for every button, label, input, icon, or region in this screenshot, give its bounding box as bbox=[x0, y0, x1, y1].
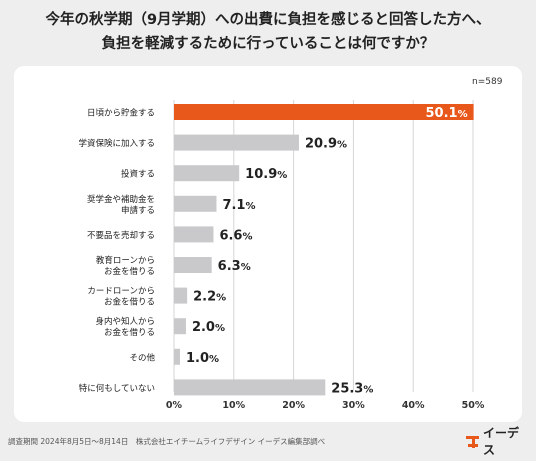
title-line-1: 今年の秋学期（9月学期）への出費に負担を感じると回答した方へ、 bbox=[45, 12, 491, 28]
bar bbox=[174, 195, 217, 212]
sample-size: n=589 bbox=[472, 77, 503, 87]
category-label: 教育ローンから bbox=[96, 255, 155, 266]
x-tick-label: 10% bbox=[222, 400, 245, 411]
data-label: 1.0% bbox=[186, 351, 219, 366]
brand-logo: イーデス bbox=[466, 426, 528, 457]
category-label: その他 bbox=[129, 352, 155, 363]
chart-card bbox=[14, 66, 522, 422]
category-label: 投資する bbox=[121, 169, 155, 180]
category-label: 奨学金や補助金を bbox=[87, 194, 155, 205]
title-line-2: 負担を軽減するために行っていることは何ですか？ bbox=[101, 36, 435, 52]
logo-text: イーデス bbox=[483, 426, 520, 457]
data-label: 7.1% bbox=[222, 198, 255, 213]
category-label: 身内や知人から bbox=[95, 316, 155, 327]
logo-mark-icon bbox=[466, 434, 480, 448]
bar bbox=[174, 287, 188, 304]
data-label: 6.6% bbox=[219, 228, 252, 243]
bar bbox=[174, 104, 474, 120]
x-tick-label: 40% bbox=[402, 400, 425, 411]
bar bbox=[174, 318, 186, 335]
category-label: カードローンから bbox=[87, 287, 155, 297]
category-label: 不要品を売却する bbox=[87, 230, 155, 241]
data-label: 25.3% bbox=[331, 381, 373, 396]
x-tick-label: 50% bbox=[462, 400, 485, 411]
bar bbox=[174, 165, 240, 182]
bar bbox=[174, 348, 180, 365]
bar bbox=[174, 257, 212, 273]
bar bbox=[174, 134, 299, 151]
category-label: お金を借りる bbox=[104, 327, 155, 338]
data-label: 50.1% bbox=[425, 106, 467, 121]
x-tick-label: 30% bbox=[342, 400, 365, 411]
survey-footnote: 調査期間 2024年8月5日〜8月14日 株式会社エイチームライフデザイン イー… bbox=[8, 437, 326, 446]
x-tick-label: 0% bbox=[166, 400, 183, 411]
category-label: 特に何もしていない bbox=[79, 383, 155, 394]
data-label: 2.0% bbox=[192, 320, 225, 335]
category-label: お金を借りる bbox=[104, 266, 155, 277]
x-tick-label: 20% bbox=[282, 400, 305, 411]
data-label: 6.3% bbox=[218, 259, 251, 274]
data-label: 20.9% bbox=[305, 137, 347, 152]
category-label: 日頃から貯金する bbox=[87, 108, 155, 119]
bar bbox=[174, 379, 326, 396]
chart-title: 今年の秋学期（9月学期）への出費に負担を感じると回答した方へ、 負担を軽減するた… bbox=[0, 8, 536, 56]
category-label: お金を借りる bbox=[104, 297, 155, 308]
category-label: 学資保険に加入する bbox=[78, 138, 155, 149]
category-label: 申請する bbox=[121, 205, 155, 216]
data-label: 2.2% bbox=[193, 290, 226, 305]
data-label: 10.9% bbox=[245, 167, 287, 182]
bar bbox=[174, 226, 214, 243]
